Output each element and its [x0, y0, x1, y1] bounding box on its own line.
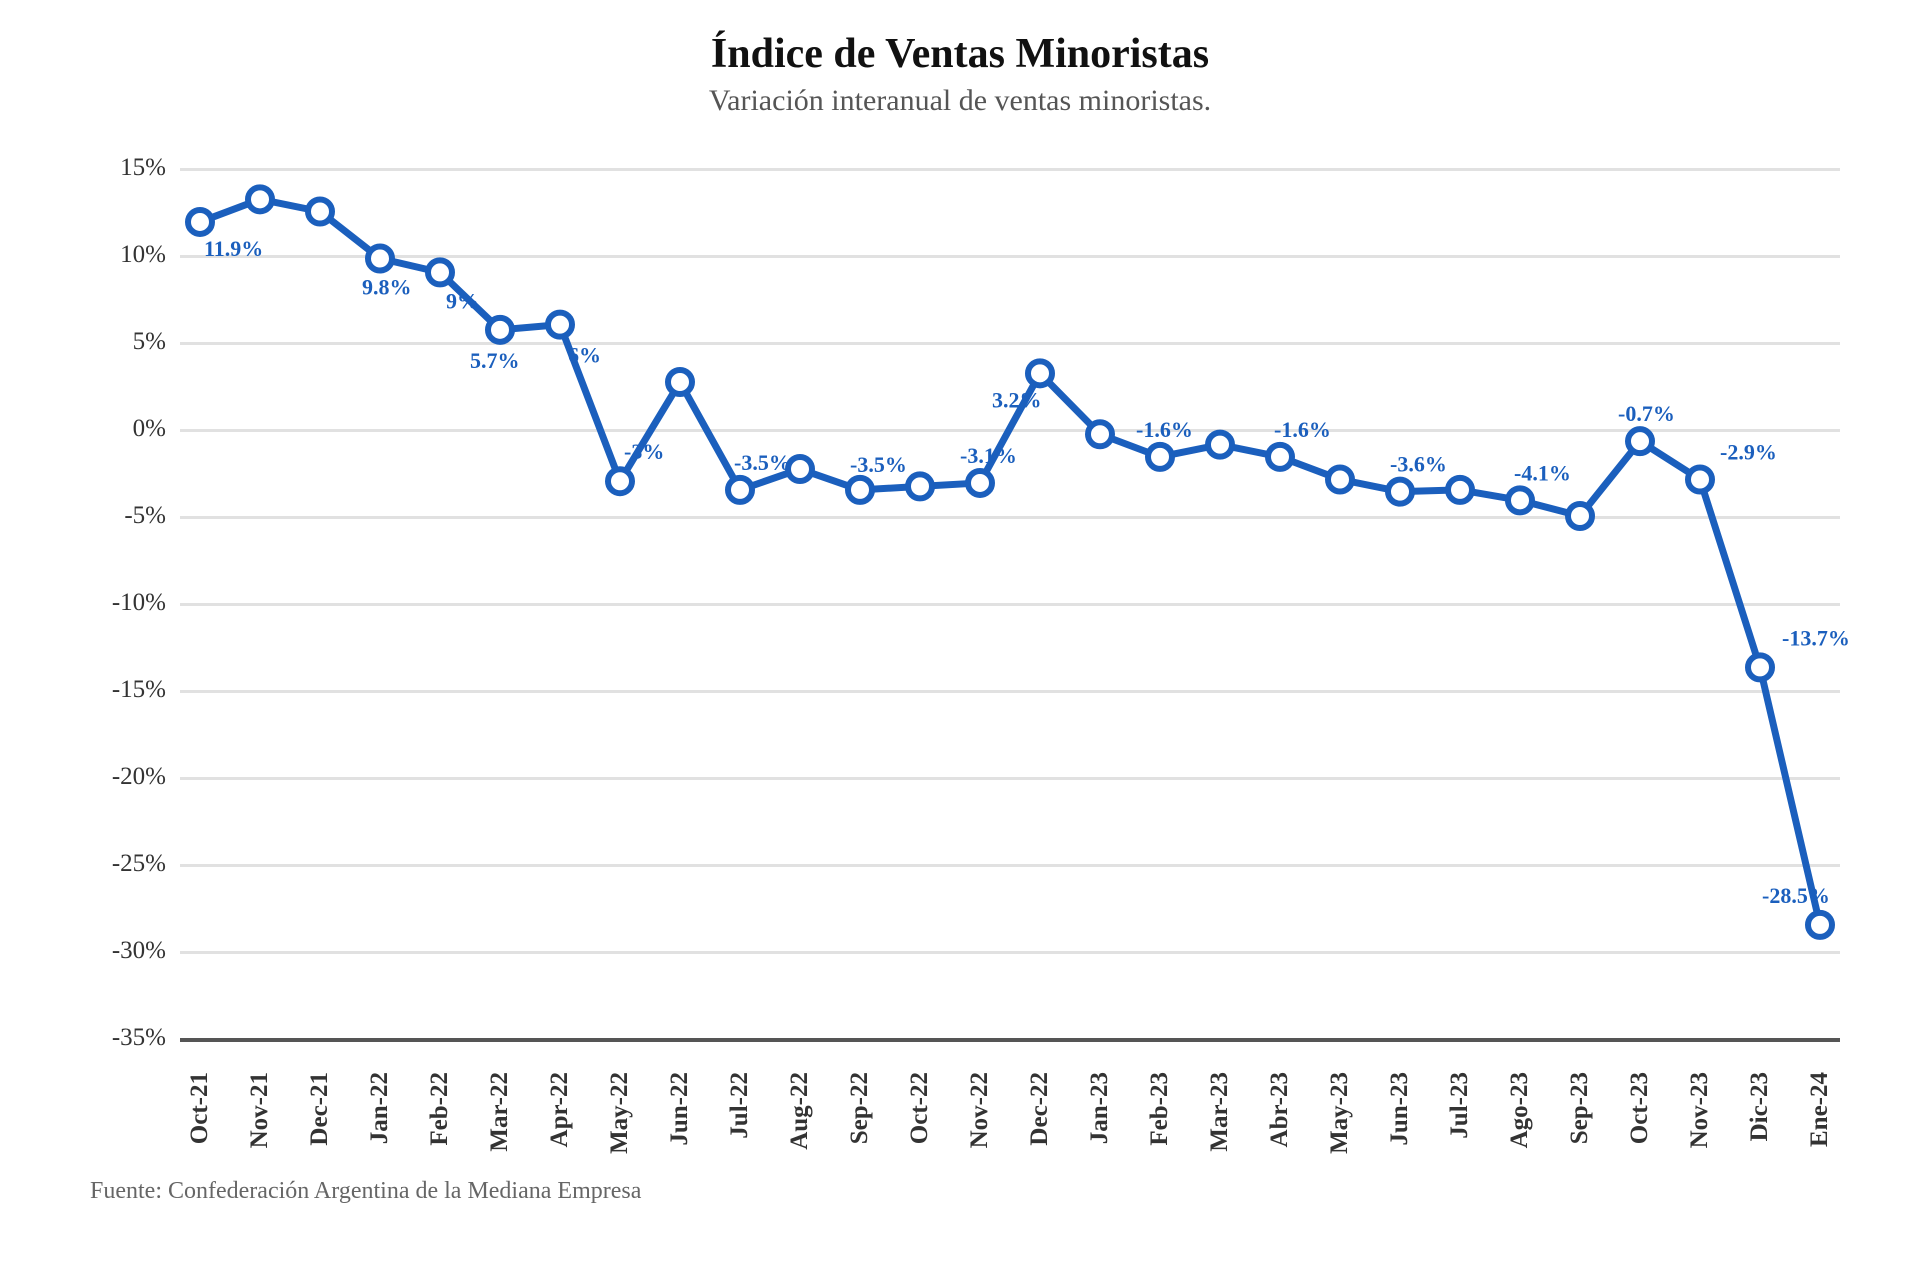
- data-point-label: 5.7%: [470, 348, 520, 373]
- data-point: [1508, 488, 1532, 512]
- data-point: [1328, 467, 1352, 491]
- data-point: [608, 469, 632, 493]
- data-point-label: -1.6%: [1136, 417, 1193, 442]
- data-point-label: -0.7%: [1618, 401, 1675, 426]
- data-point: [1388, 480, 1412, 504]
- data-point: [1568, 504, 1592, 528]
- data-point: [188, 210, 212, 234]
- data-point: [1208, 433, 1232, 457]
- data-point: [548, 313, 572, 337]
- data-point-label: 9%: [446, 288, 479, 313]
- data-point: [1088, 422, 1112, 446]
- data-point-label: -3.6%: [1390, 452, 1447, 477]
- data-point: [1628, 429, 1652, 453]
- data-point: [1688, 467, 1712, 491]
- data-point-label: 11.9%: [204, 236, 263, 261]
- chart-subtitle: Variación interanual de ventas minorista…: [60, 84, 1860, 118]
- data-point: [728, 478, 752, 502]
- chart-title: Índice de Ventas Minoristas: [60, 30, 1860, 78]
- data-point: [968, 471, 992, 495]
- series-line: [200, 199, 1820, 925]
- data-point: [368, 246, 392, 270]
- data-point-label: 9.8%: [362, 274, 412, 299]
- data-point-label: 6%: [568, 343, 601, 368]
- data-point: [248, 187, 272, 211]
- chart-svg: 11.9%9.8%9%5.7%6%-3%-3.5%-3.5%-3.1%3.2%-…: [60, 148, 1860, 1178]
- data-point: [908, 474, 932, 498]
- data-point: [308, 200, 332, 224]
- chart-area: -35%-30%-25%-20%-15%-10%-5%0%5%10%15%Oct…: [60, 148, 1860, 1178]
- data-point-label: -3%: [624, 439, 664, 464]
- data-point-label: -28.5%: [1762, 883, 1830, 908]
- data-point: [848, 478, 872, 502]
- data-point: [1448, 478, 1472, 502]
- data-point-label: -13.7%: [1782, 625, 1850, 650]
- data-point: [1268, 445, 1292, 469]
- chart-source: Fuente: Confederación Argentina de la Me…: [90, 1178, 641, 1205]
- data-point-label: -3.1%: [960, 443, 1017, 468]
- data-point-label: -3.5%: [734, 450, 791, 475]
- data-point: [788, 457, 812, 481]
- data-point-label: -1.6%: [1274, 417, 1331, 442]
- data-point: [1748, 655, 1772, 679]
- data-point: [668, 370, 692, 394]
- data-point: [1028, 361, 1052, 385]
- data-point-label: 3.2%: [992, 387, 1042, 412]
- data-point-label: -3.5%: [850, 452, 907, 477]
- data-point: [428, 260, 452, 284]
- data-point: [1808, 913, 1832, 937]
- data-point: [1148, 445, 1172, 469]
- data-point: [488, 318, 512, 342]
- data-point-label: -2.9%: [1720, 439, 1777, 464]
- data-point-label: -4.1%: [1514, 460, 1571, 485]
